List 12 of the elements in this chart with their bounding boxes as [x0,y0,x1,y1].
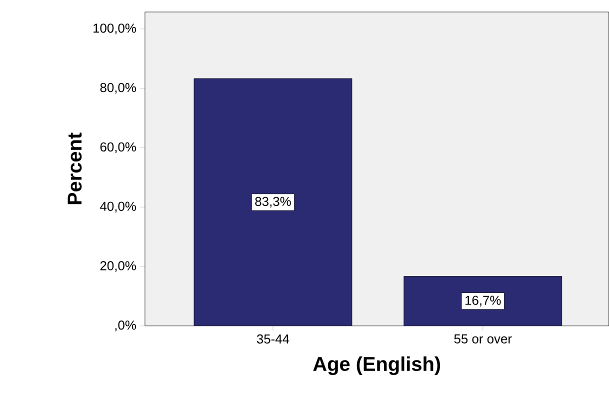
x-tick-label: 55 or over [454,334,512,344]
y-axis-title: Percent [68,132,82,204]
x-tick-label: 35-44 [256,334,290,344]
data-label: 16,7% [466,296,501,307]
y-tick-label: 20,0% [100,261,136,272]
x-axis-title: Age (English) [313,356,440,376]
y-tick-label: 40,0% [100,202,136,213]
y-tick-label: ,0% [115,320,136,332]
y-tick-label: 100,0% [94,24,136,34]
y-tick-label: 80,0% [100,83,136,94]
y-tick-label: 60,0% [100,142,136,154]
data-label: 83,3% [255,196,291,208]
